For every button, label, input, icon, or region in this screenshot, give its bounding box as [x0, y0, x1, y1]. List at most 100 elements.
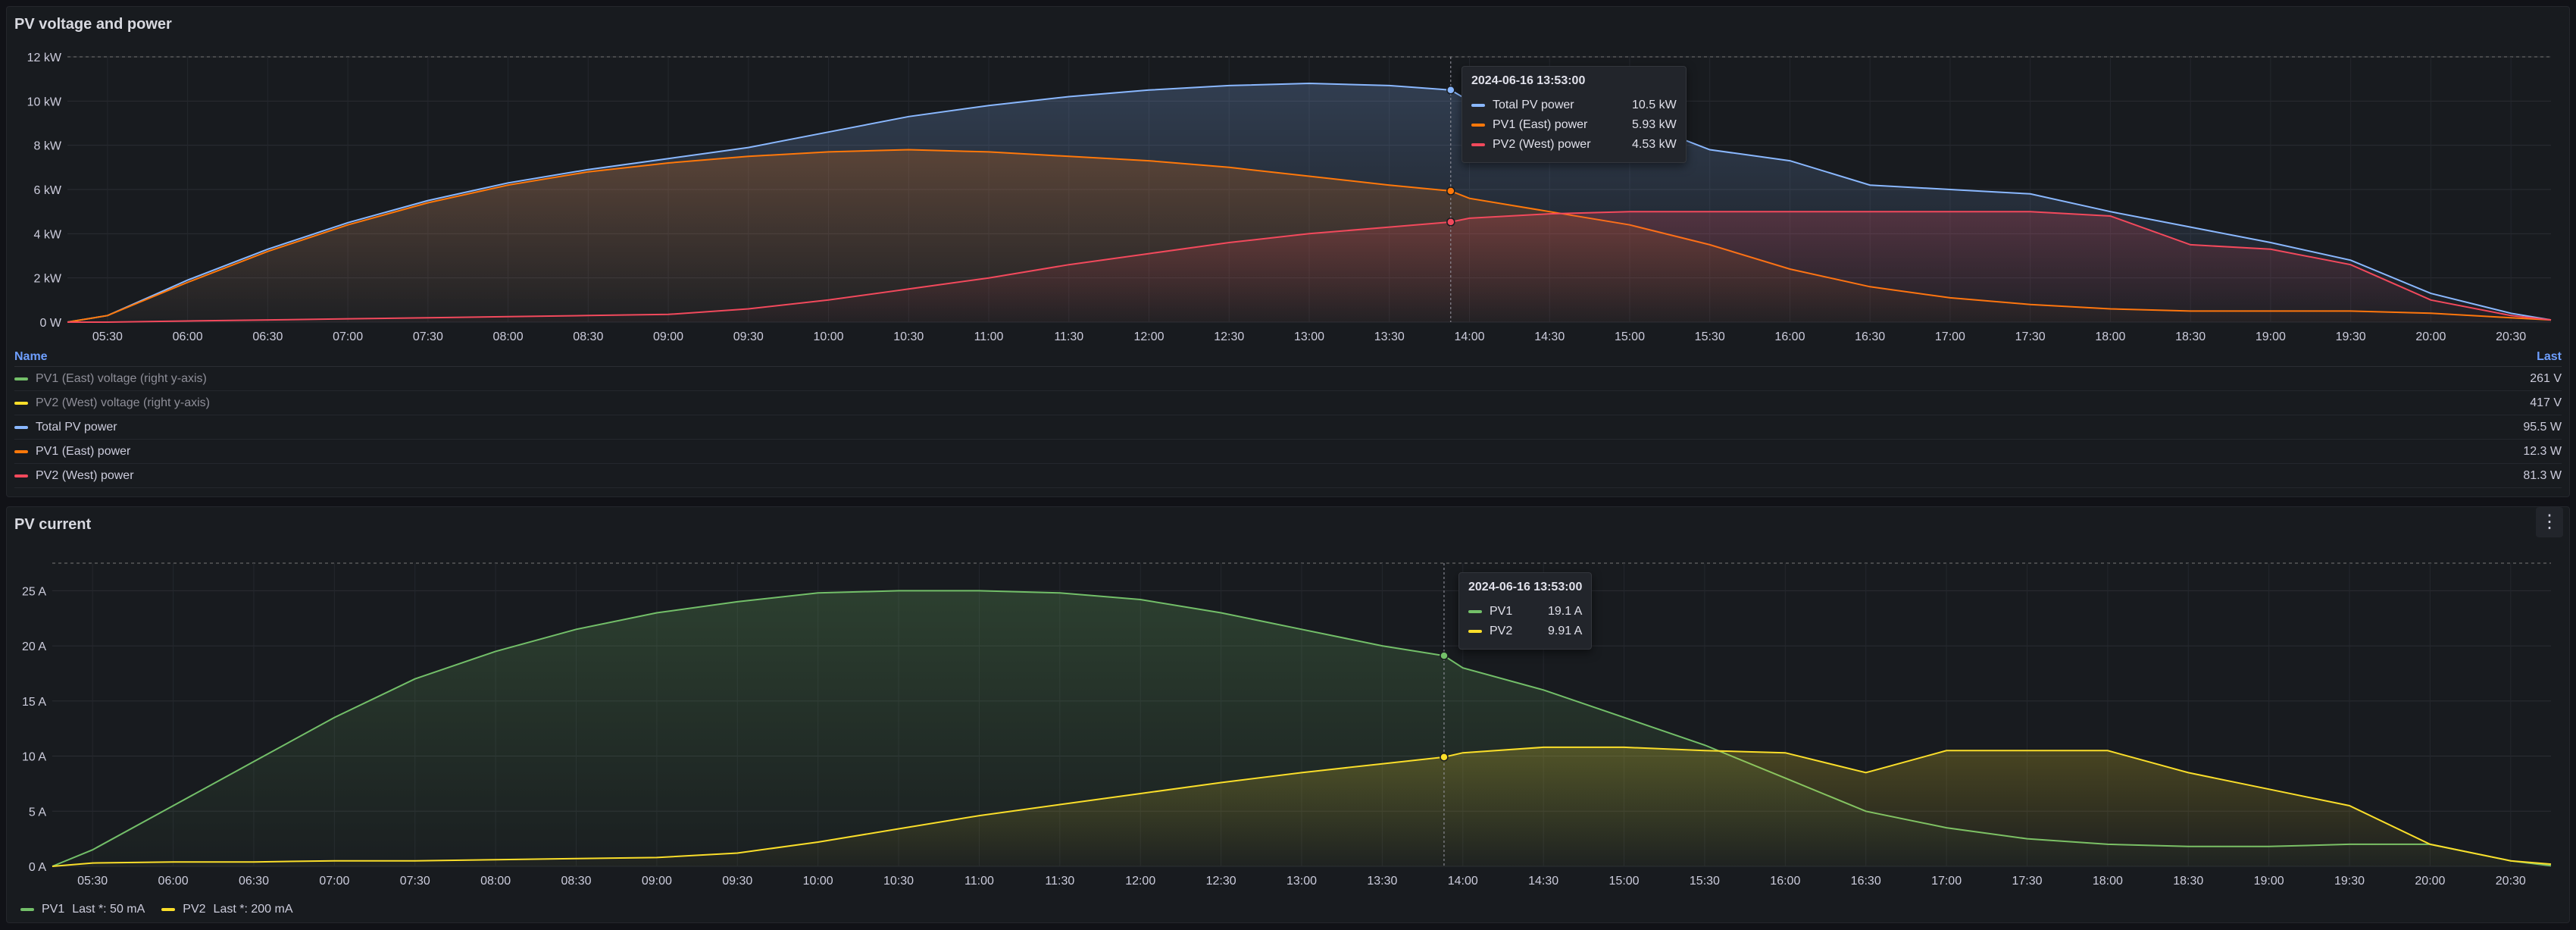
- x-tick-label: 05:30: [92, 330, 123, 340]
- x-tick-label: 15:00: [1609, 875, 1640, 886]
- x-tick-label: 08:30: [573, 330, 603, 340]
- legend-item[interactable]: PV2 Last *: 200 mA: [161, 903, 293, 916]
- tooltip-value: 5.93 kW: [1632, 118, 1677, 131]
- x-tick-label: 14:30: [1528, 875, 1558, 886]
- series-swatch: [1471, 104, 1485, 107]
- legend-row[interactable]: PV2 (West) power 81.3 W: [14, 464, 2562, 488]
- x-tick-label: 19:00: [2254, 875, 2284, 886]
- x-tick-label: 12:00: [1133, 330, 1164, 340]
- x-tick-label: 20:00: [2415, 875, 2445, 886]
- series-swatch: [14, 401, 28, 405]
- x-tick-label: 08:00: [493, 330, 524, 340]
- tooltip-time: 2024-06-16 13:53:00: [1471, 74, 1586, 87]
- x-tick-label: 07:30: [400, 875, 430, 886]
- y-tick-label: 8 kW: [34, 140, 62, 153]
- tooltip-label: PV1 (East) power: [1493, 118, 1588, 131]
- series-swatch: [1468, 610, 1482, 613]
- legend-last-value: 261 V: [2530, 371, 2562, 385]
- legend-row[interactable]: PV1 (East) voltage (right y-axis) 261 V: [14, 367, 2562, 391]
- legend-label[interactable]: PV1: [42, 903, 65, 916]
- y-tick-label: 5 A: [29, 806, 46, 819]
- x-tick-label: 16:30: [1855, 330, 1885, 340]
- legend-label[interactable]: PV1 (East) power: [36, 444, 131, 458]
- x-tick-label: 16:00: [1770, 875, 1800, 886]
- legend-table: Name Last PV1 (East) voltage (right y-ax…: [14, 348, 2562, 488]
- x-tick-label: 20:30: [2496, 330, 2526, 340]
- chart-current[interactable]: 0 A 5 A 10 A 15 A 20 A 25 A 05:30 06:00 06:30 07:…: [7, 507, 2570, 886]
- legend-row[interactable]: Total PV power 95.5 W: [14, 415, 2562, 440]
- series-swatch: [1471, 124, 1485, 127]
- legend-label[interactable]: PV2: [183, 903, 206, 916]
- legend-row[interactable]: PV1 (East) power 12.3 W: [14, 440, 2562, 464]
- legend-header: Name Last: [14, 348, 2562, 367]
- series-swatch: [1471, 143, 1485, 146]
- series-line: [52, 746, 2552, 867]
- series-area: [67, 211, 2551, 322]
- x-tick-label: 12:00: [1125, 875, 1155, 886]
- series-swatch: [14, 474, 28, 478]
- tooltip-label: Total PV power: [1493, 99, 1574, 111]
- x-tick-label: 11:30: [1054, 330, 1083, 340]
- x-tick-label: 15:00: [1615, 330, 1645, 340]
- tooltip-value: 4.53 kW: [1632, 138, 1677, 151]
- x-tick-label: 12:30: [1206, 875, 1236, 886]
- tooltip-value: 9.91 A: [1547, 625, 1583, 637]
- y-tick-label: 2 kW: [34, 273, 62, 286]
- legend-label[interactable]: PV1 (East) voltage (right y-axis): [36, 371, 207, 385]
- legend-row[interactable]: PV2 (West) voltage (right y-axis) 417 V: [14, 391, 2562, 415]
- x-tick-label: 16:30: [1851, 875, 1881, 886]
- x-tick-label: 09:30: [722, 875, 752, 886]
- x-tick-label: 06:30: [239, 875, 269, 886]
- y-tick-label: 0 W: [40, 317, 62, 330]
- series-swatch: [161, 908, 176, 911]
- x-tick-label: 13:00: [1286, 875, 1317, 886]
- tooltip-value: 10.5 kW: [1632, 99, 1677, 111]
- x-tick-label: 18:30: [2175, 330, 2206, 340]
- y-tick-label: 20 A: [22, 640, 46, 653]
- hover-tooltip: 2024-06-16 13:53:00 Total PV power 10.5 …: [1462, 66, 1687, 163]
- x-tick-label: 19:00: [2256, 330, 2286, 340]
- y-tick-label: 0 A: [29, 861, 46, 874]
- x-tick-label: 10:00: [803, 875, 833, 886]
- series-area: [52, 590, 2551, 866]
- legend-item[interactable]: PV1 Last *: 50 mA: [20, 903, 145, 916]
- hover-point: [1440, 753, 1449, 762]
- tooltip-time: 2024-06-16 13:53:00: [1468, 581, 1583, 593]
- tooltip-value: 19.1 A: [1547, 605, 1583, 618]
- hover-point: [1446, 186, 1455, 196]
- series-line: [67, 82, 2552, 323]
- tooltip-row: PV1 19.1 A: [1468, 602, 1582, 622]
- legend-last-value: Last *: 50 mA: [72, 903, 145, 916]
- x-tick-label: 06:00: [158, 875, 189, 886]
- tooltip-row: PV1 (East) power 5.93 kW: [1471, 115, 1677, 135]
- hover-point: [1446, 86, 1455, 95]
- x-tick-label: 14:00: [1454, 330, 1484, 340]
- x-tick-label: 09:00: [642, 875, 672, 886]
- x-tick-label: 20:30: [2496, 875, 2526, 886]
- legend-last-value: 417 V: [2530, 396, 2562, 409]
- y-tick-label: 10 kW: [27, 96, 62, 108]
- panel-pv-voltage-power: PV voltage and power 0 W 2 kW 4 kW 6 kW 8 kW…: [6, 6, 2570, 497]
- x-tick-label: 13:30: [1367, 875, 1397, 886]
- series-swatch: [14, 377, 28, 380]
- chart-power[interactable]: 0 W 2 kW 4 kW 6 kW 8 kW 10 kW 12 kW 05:30 06:00 0…: [7, 7, 2570, 340]
- legend-label[interactable]: Total PV power: [36, 420, 117, 434]
- legend-header-last[interactable]: Last: [2537, 350, 2562, 363]
- legend-header-name[interactable]: Name: [14, 350, 48, 363]
- x-tick-label: 13:30: [1374, 330, 1405, 340]
- tooltip-label: PV2: [1490, 625, 1513, 637]
- x-tick-label: 19:30: [2336, 330, 2366, 340]
- y-tick-label: 10 A: [22, 751, 46, 764]
- tooltip-label: PV2 (West) power: [1493, 138, 1591, 151]
- legend-label[interactable]: PV2 (West) power: [36, 468, 134, 482]
- x-tick-label: 18:00: [2095, 330, 2125, 340]
- legend-inline: PV1 Last *: 50 mA PV2 Last *: 200 mA: [20, 903, 293, 916]
- x-tick-label: 11:00: [974, 330, 1004, 340]
- x-tick-label: 06:00: [173, 330, 203, 340]
- x-tick-label: 19:30: [2334, 875, 2365, 886]
- legend-label[interactable]: PV2 (West) voltage (right y-axis): [36, 396, 210, 409]
- series-area: [52, 747, 2551, 866]
- kebab-menu-icon[interactable]: ⋮: [2536, 507, 2563, 537]
- tooltip-row: PV2 (West) power 4.53 kW: [1471, 135, 1677, 155]
- x-tick-label: 09:00: [653, 330, 683, 340]
